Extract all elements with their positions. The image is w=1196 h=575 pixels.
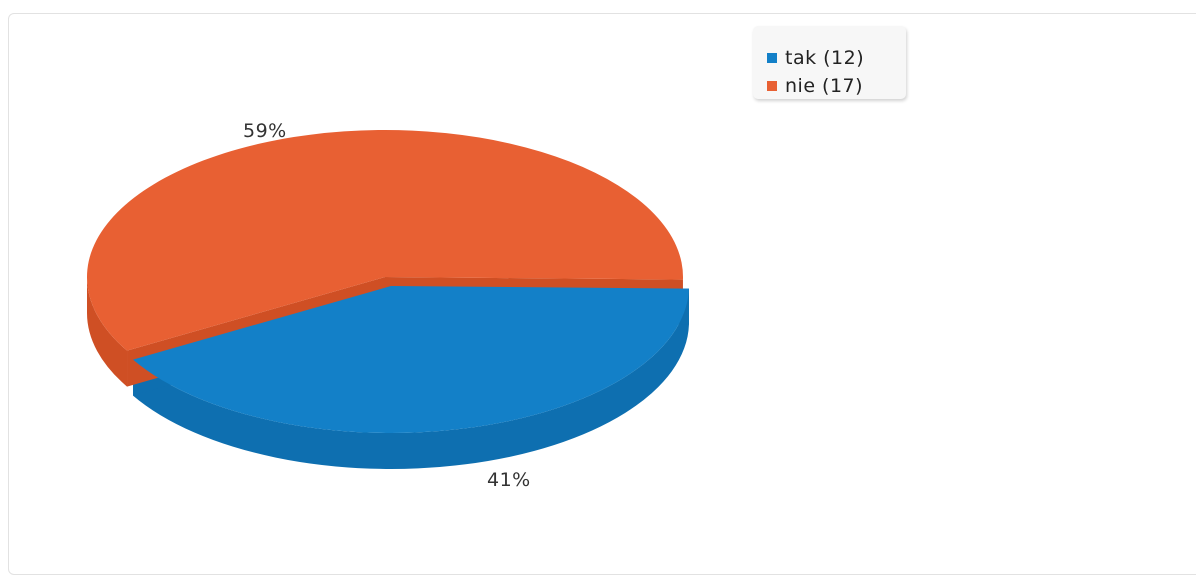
legend-swatch-nie bbox=[767, 81, 777, 91]
legend-item-tak[interactable]: tak (12) bbox=[767, 47, 864, 69]
slice-label-tak: 41% bbox=[487, 469, 531, 491]
legend-swatch-tak bbox=[767, 53, 777, 63]
legend-label-tak: tak (12) bbox=[785, 47, 864, 69]
legend: tak (12) nie (17) bbox=[753, 26, 906, 99]
slice-label-nie: 59% bbox=[243, 120, 287, 142]
pie-chart: 41% 59% bbox=[0, 0, 1196, 557]
legend-item-nie[interactable]: nie (17) bbox=[767, 75, 863, 97]
legend-label-nie: nie (17) bbox=[785, 75, 863, 97]
